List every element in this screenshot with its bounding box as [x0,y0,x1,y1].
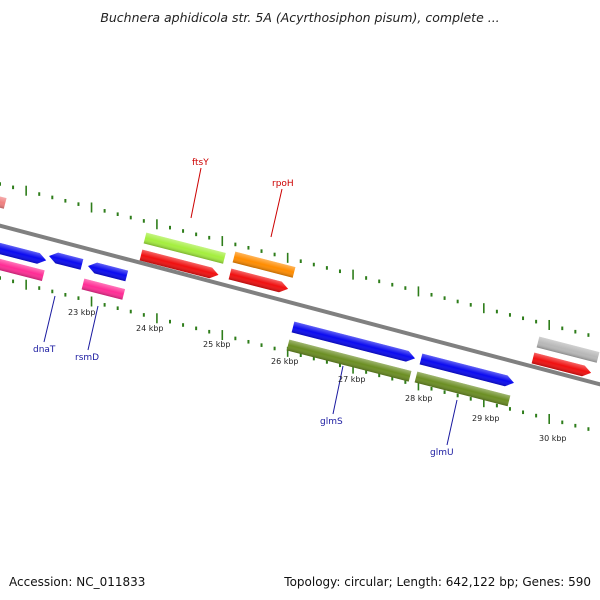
genome-backbone [0,223,600,387]
connector-dnaT [43,295,56,343]
gene-label-rsmD[interactable]: rsmD [75,353,99,363]
tick-label-25kbp: 25 kbp [203,340,231,349]
gene-glmS[interactable] [286,339,412,382]
gene-label-ftsY[interactable]: ftsY [192,158,209,168]
gene-glmS-arrow[interactable] [291,321,417,364]
gene-red-2[interactable] [228,268,290,295]
gene-red-3-shading [531,352,592,377]
gene-pink-1[interactable] [0,256,45,282]
gene-label-dnaT[interactable]: dnaT [33,345,56,355]
gene-label-glmS[interactable]: glmS [320,417,343,427]
gene-label-glmU[interactable]: glmU [430,448,454,458]
connector-rpoH [270,188,283,238]
outer-tick-ring [0,182,590,337]
connector-glmU [446,399,458,446]
gene-label-rpoH[interactable]: rpoH [272,179,294,189]
gene-rpoH-shading [232,251,296,278]
gene-red-1[interactable] [139,249,220,281]
label-connectors [43,167,458,446]
gene-salmon-edge[interactable] [0,191,7,209]
gene-glmS-arrow-shading [291,321,416,362]
gene-red-3[interactable] [531,352,593,379]
tick-label-23kbp: 23 kbp [68,308,96,317]
gene-blue-small-2[interactable] [87,261,129,282]
gene-features [0,191,600,407]
tick-label-27kbp: 27 kbp [338,375,366,384]
gene-red-2-shading [228,268,289,293]
connector-glmS [332,365,344,415]
gene-grey[interactable] [536,336,600,363]
gene-pink-1-shading [0,256,45,282]
inner-tick-ring [0,276,590,431]
gene-blue-small-1-shading [49,252,84,270]
tick-label-24kbp: 24 kbp [136,324,164,333]
gene-glmU-arrow[interactable] [419,353,516,389]
gene-glmU-arrow-shading [419,353,514,387]
tick-label-29kbp: 29 kbp [472,414,500,423]
gene-ftsY-shading [143,232,226,264]
gene-dnaT-shading [0,240,47,264]
accession-text: Accession: NC_011833 [9,575,146,589]
gene-rpoH[interactable] [232,251,296,278]
topology-summary-text: Topology: circular; Length: 642,122 bp; … [284,575,591,589]
gene-blue-small-1[interactable] [48,251,84,270]
gene-glmU-2-shading [414,371,511,407]
gene-grey-shading [536,336,600,363]
tick-label-28kbp: 28 kbp [405,394,433,403]
gene-red-1-shading [139,249,219,279]
tick-label-30kbp: 30 kbp [539,434,567,443]
gene-dnaT[interactable] [0,240,48,266]
gene-rsmD-shading [81,278,126,300]
map-title: Buchnera aphidicola str. 5A (Acyrthosiph… [100,10,500,25]
tick-label-26kbp: 26 kbp [271,357,299,366]
gene-glmS-shading [286,339,412,382]
connector-ftsY [190,167,202,219]
gene-glmU-2[interactable] [414,371,511,407]
gene-blue-small-2-shading [88,262,129,282]
gene-salmon-edge-shading [0,191,7,209]
gene-rsmD[interactable] [81,278,126,300]
gene-ftsY[interactable] [143,232,226,264]
connector-rsmD [87,305,99,351]
